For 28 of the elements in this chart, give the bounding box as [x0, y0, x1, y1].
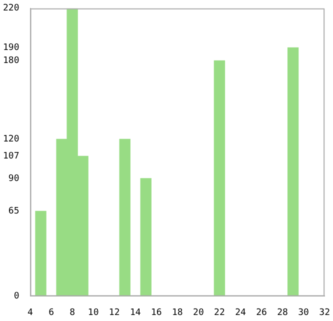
y-tick-label: 90: [8, 174, 20, 184]
x-tick-label: 6: [48, 308, 54, 318]
bar: [119, 138, 130, 296]
x-tick-label: 30: [298, 308, 309, 318]
x-tick-label: 16: [150, 308, 162, 318]
bar: [140, 178, 152, 296]
y-tick-label: 220: [2, 4, 20, 14]
y-tick-label: 0: [14, 292, 20, 302]
x-tick-label: 26: [256, 308, 267, 318]
y-tick-label: 190: [2, 42, 20, 53]
x-tick-label: 32: [319, 308, 330, 318]
x-tick-label: 8: [70, 308, 76, 318]
x-tick-label: 20: [193, 308, 204, 318]
y-tick-label: 65: [8, 206, 20, 217]
bar: [287, 47, 299, 296]
x-tick-label: 4: [28, 308, 33, 318]
x-tick-label: 14: [130, 308, 141, 318]
bar: [214, 60, 226, 296]
x-tick-label: 28: [277, 308, 288, 318]
y-tick-label: 107: [2, 152, 20, 162]
bar: [35, 210, 46, 296]
y-tick-label: 180: [2, 56, 20, 66]
y-tick-label: 120: [2, 134, 20, 145]
x-tick-label: 12: [108, 308, 120, 318]
x-tick-label: 24: [235, 308, 246, 318]
x-tick-label: 22: [214, 308, 225, 318]
x-tick-label: 18: [172, 308, 183, 318]
x-tick-label: 10: [88, 308, 99, 318]
